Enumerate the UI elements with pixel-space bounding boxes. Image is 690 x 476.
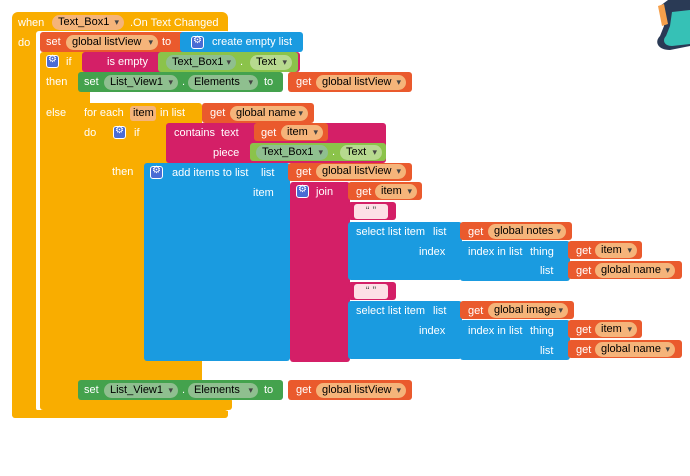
is-empty-label: is empty <box>107 56 148 68</box>
select-index-label: index <box>419 325 446 337</box>
get-variable-dropdown[interactable]: global listView <box>316 75 406 90</box>
set-to-label: to <box>162 36 172 48</box>
add-items-list-label: list <box>261 167 275 179</box>
textbox-component-dropdown[interactable]: Text_Box1 <box>256 145 328 160</box>
get-variable-dropdown[interactable]: global listView <box>316 164 406 179</box>
index-thing-label: thing <box>530 246 554 258</box>
add-items-item-label: item <box>253 187 274 199</box>
get-variable-dropdown[interactable]: global name <box>595 263 675 278</box>
get-label: get <box>576 344 592 356</box>
set-variable-dropdown[interactable]: global listView <box>66 35 158 50</box>
set-to-label: to <box>264 76 274 88</box>
event-do-label: do <box>18 37 31 49</box>
select-list-item-label: select list item <box>356 305 426 317</box>
set-property-dropdown[interactable]: Elements <box>188 75 258 90</box>
contains-label: contains <box>174 127 215 139</box>
index-list-label: list <box>540 265 554 277</box>
text-string-field[interactable]: “ ” <box>354 284 388 299</box>
inner-if-label: if <box>134 127 140 139</box>
inner-if-bottom <box>106 362 166 371</box>
add-items-label: add items to list <box>172 167 249 179</box>
get-label: get <box>468 226 484 238</box>
index-list-label: list <box>540 345 554 357</box>
else-label: else <box>46 107 67 119</box>
index-in-list-label: index in list <box>468 246 523 258</box>
contains-text-label: text <box>221 127 239 139</box>
create-empty-list-label: create empty list <box>212 36 293 48</box>
add-items-block[interactable] <box>144 163 290 361</box>
for-each-label: for each <box>84 107 124 119</box>
component-dot: . <box>182 76 186 88</box>
textbox-component-dropdown[interactable]: Text_Box1 <box>166 55 236 70</box>
select-list-item-block[interactable] <box>348 222 462 280</box>
textbox-property-dropdown[interactable]: Text <box>340 145 382 160</box>
get-variable-dropdown[interactable]: global notes <box>488 224 566 239</box>
set-component-dropdown[interactable]: List_View1 <box>104 383 178 398</box>
select-list-item-block[interactable] <box>348 301 462 359</box>
get-label: get <box>261 127 277 139</box>
when-label: when <box>18 17 45 29</box>
mascot-illustration <box>657 0 690 50</box>
for-each-do-label: do <box>84 127 97 139</box>
get-variable-dropdown[interactable]: item <box>595 243 637 258</box>
get-label: get <box>576 245 592 257</box>
in-list-label: in list <box>160 107 186 119</box>
get-variable-dropdown[interactable]: global name <box>595 342 675 357</box>
for-each-item-field[interactable]: item <box>130 106 156 121</box>
if-label: if <box>66 56 72 68</box>
index-in-list-block[interactable] <box>460 241 570 281</box>
set-property-dropdown[interactable]: Elements <box>188 383 258 398</box>
event-component-dropdown[interactable]: Text_Box1 <box>52 15 124 30</box>
gear-icon[interactable] <box>113 125 126 139</box>
select-list-label: list <box>433 305 447 317</box>
event-block-bottom <box>12 410 228 418</box>
get-variable-dropdown[interactable]: global name <box>230 106 308 121</box>
textbox-property-dropdown[interactable]: Text <box>250 55 292 70</box>
set-label: set <box>84 384 99 396</box>
get-variable-dropdown[interactable]: item <box>375 184 417 199</box>
text-string-field[interactable]: “ ” <box>354 204 388 219</box>
select-list-item-label: select list item <box>356 226 426 238</box>
contains-piece-label: piece <box>213 147 240 159</box>
join-label: join <box>316 186 334 198</box>
textbox-dot: . <box>240 56 244 68</box>
gear-icon[interactable] <box>150 165 163 179</box>
index-in-list-label: index in list <box>468 325 523 337</box>
get-variable-dropdown[interactable]: global image <box>488 303 568 318</box>
get-label: get <box>468 305 484 317</box>
get-variable-dropdown[interactable]: global listView <box>316 383 406 398</box>
select-index-label: index <box>419 246 446 258</box>
event-name-label: .On Text Changed <box>130 17 219 29</box>
set-label: set <box>84 76 99 88</box>
textbox-dot: . <box>332 146 336 158</box>
gear-icon[interactable] <box>46 54 59 68</box>
get-label: get <box>296 76 312 88</box>
set-label: set <box>46 36 61 48</box>
get-label: get <box>576 324 592 336</box>
get-label: get <box>296 384 312 396</box>
if-block-bottom <box>40 398 232 410</box>
then-label: then <box>46 76 68 88</box>
get-label: get <box>356 186 372 198</box>
gear-icon[interactable] <box>191 35 204 49</box>
get-label: get <box>576 265 592 277</box>
get-label: get <box>210 107 226 119</box>
select-list-label: list <box>433 226 447 238</box>
join-block[interactable] <box>290 182 350 362</box>
get-variable-dropdown[interactable]: item <box>281 125 323 140</box>
index-in-list-block[interactable] <box>460 320 570 360</box>
create-empty-list-block[interactable] <box>180 32 303 52</box>
get-variable-dropdown[interactable]: item <box>595 322 637 337</box>
gear-icon[interactable] <box>296 184 309 198</box>
for-each-bottom <box>78 372 202 382</box>
component-dot: . <box>182 384 186 396</box>
set-to-label: to <box>264 384 274 396</box>
get-label: get <box>296 166 312 178</box>
set-component-dropdown[interactable]: List_View1 <box>104 75 178 90</box>
index-thing-label: thing <box>530 325 554 337</box>
inner-then-label: then <box>112 166 134 178</box>
